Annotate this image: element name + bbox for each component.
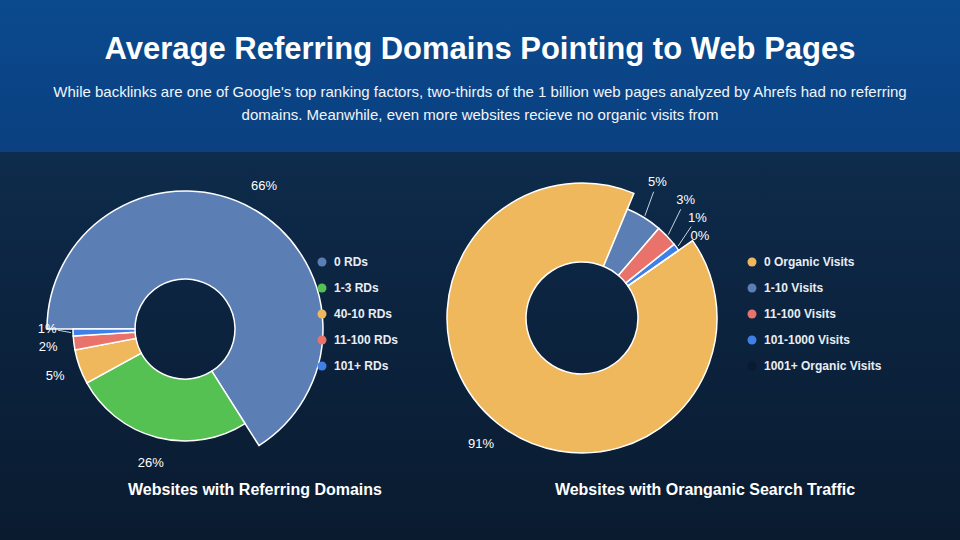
page: 66% 26% 5% 2% 1% 0 RDs 1-3 RDs 40-10 RDs 11-100 … [0,0,960,540]
data-labels: 66% 26% 5% 2% 1% [38,178,278,470]
legend-label: 40-10 RDs [334,307,392,321]
legend-label: 1-3 RDs [334,281,379,295]
slice [626,244,679,285]
data-label: 1% [688,210,707,225]
data-label: 66% [251,178,277,193]
slices [47,191,323,446]
data-label: 26% [138,455,164,470]
data-label: 91% [468,436,494,451]
slices [447,183,717,453]
legend: 0 Organic Visits 1-10 Visits 11-100 Visits… [748,255,882,373]
page-subtitle: While backlinks are one of Google's top … [30,80,930,126]
data-label: 2% [39,339,58,354]
legend-label: 11-100 Visits [764,307,836,321]
legend-label: 0 Organic Visits [764,255,855,269]
legend-label: 11-100 RDs [334,333,398,347]
slice [628,250,679,286]
header-band: Average Referring Domains Pointing to We… [0,0,960,152]
leader-line [58,330,71,332]
data-label: 1% [38,321,57,336]
legend-swatch [318,284,327,293]
legend-swatch [748,258,757,267]
chart-title: Websites with Oranganic Search Traffic [555,481,855,498]
leader-line [668,209,680,234]
legend-swatch [318,258,327,267]
legend-label: 101+ RDs [334,359,389,373]
donut-chart: 91% 5% 3% 1% 0% [447,174,717,453]
legend-label: 1-10 Visits [764,281,823,295]
slice [47,191,323,446]
data-label: 5% [648,174,667,189]
slice [73,329,135,336]
leader-line [678,227,691,247]
legend-swatch [748,336,757,345]
legend-swatch [318,310,327,319]
data-labels: 91% 5% 3% 1% 0% [468,174,710,451]
data-label: 0% [691,228,710,243]
legend-swatch [748,284,757,293]
leader-line [645,192,654,216]
chart-title: Websites with Referring Domains [128,481,382,498]
page-title: Average Referring Domains Pointing to We… [0,0,960,68]
donut-chart: 66% 26% 5% 2% 1% [38,178,323,470]
data-label: 5% [46,368,65,383]
legend-label: 101-1000 Visits [764,333,850,347]
legend-swatch [748,310,757,319]
legend: 0 RDs 1-3 RDs 40-10 RDs 11-100 RDs 101+ RDs [318,255,399,373]
legend-swatch [318,336,327,345]
legend-label: 0 RDs [334,255,368,269]
legend-swatch [748,362,757,371]
slice [447,183,717,453]
legend-swatch [318,362,327,371]
legend-label: 1001+ Organic Visits [764,359,882,373]
data-label: 3% [676,192,695,207]
